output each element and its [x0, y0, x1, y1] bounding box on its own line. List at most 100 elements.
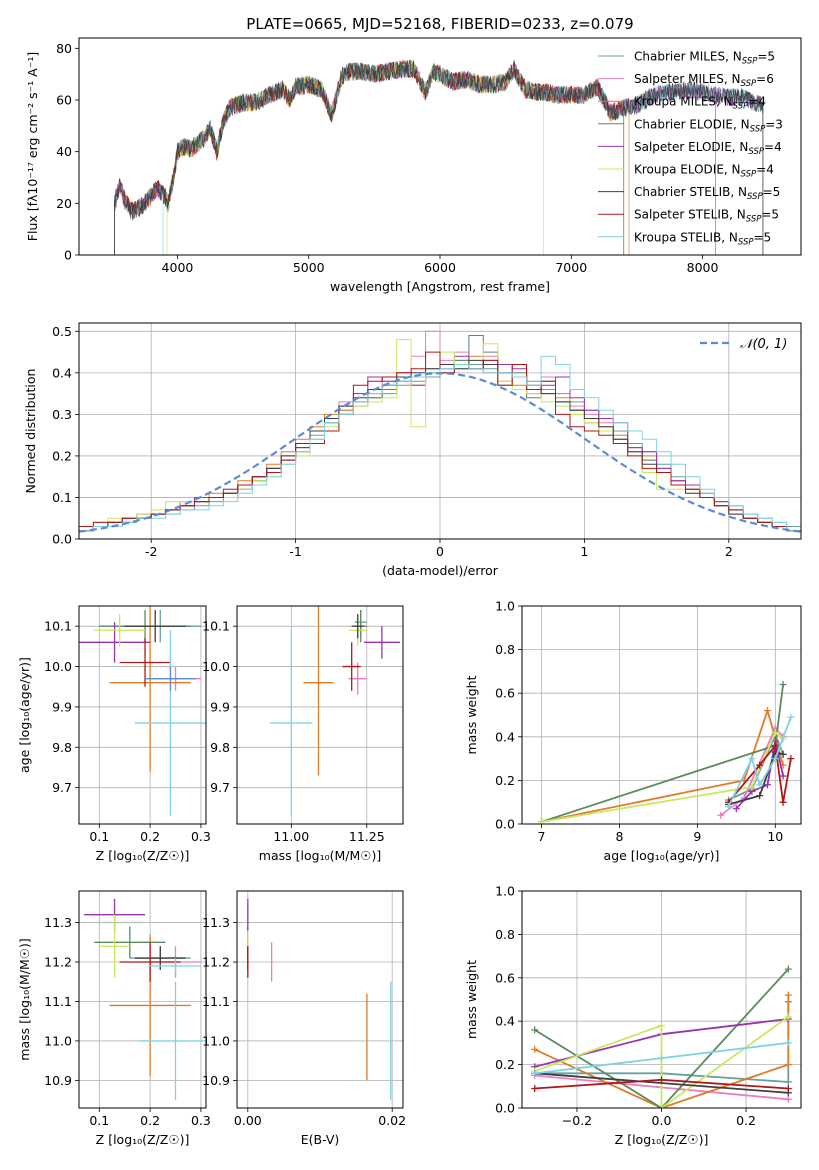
data-point-8: [139, 981, 206, 1101]
y-tick-label: 0.4: [52, 365, 72, 380]
data-point-4: [363, 626, 400, 659]
y-tick-label: 9.8: [52, 740, 72, 755]
spectrum-line-6: [114, 59, 764, 255]
panel-age-vs-z: 0.1 0.2 0.3 9.7 9.8 9.9 10.0 10.1 Z [log₁₀(Z/Z☉)…: [17, 605, 211, 863]
data-point-5: [99, 914, 130, 978]
legend-label: Salpeter ELODIE, NSSP=4: [634, 140, 782, 157]
legend-n-subscript: SSP: [746, 215, 762, 225]
x-tick-label: 11.00: [273, 829, 309, 844]
data-point-3: [94, 926, 166, 959]
legend-nssp-value: =4: [748, 95, 766, 109]
data-point-5: [94, 614, 146, 647]
histogram-step-7: [79, 351, 801, 539]
x-tick-label: 8000: [687, 260, 719, 275]
legend-nssp-value: =5: [754, 230, 772, 244]
legend-label: Chabrier STELIB, NSSP=5: [634, 185, 780, 202]
weight-marker-7: [787, 755, 795, 763]
weight-marker-1: [784, 1095, 792, 1103]
legend-label: Salpeter STELIB, NSSP=5: [634, 208, 779, 225]
x-tick-label: −0.2: [562, 1113, 592, 1128]
legend-nssp-value: =4: [756, 163, 774, 177]
x-tick-label: 7: [538, 829, 546, 844]
weight-marker-5: [658, 1022, 665, 1030]
x-axis-label: (data-model)/error: [382, 563, 499, 578]
weight-marker-2: [784, 991, 792, 999]
data-point-6: [351, 614, 364, 639]
panel-spectrum: 4000 5000 6000 7000 8000 0 20 40 60 80 wavelength …: [25, 37, 802, 294]
legend-nssp-value: =3: [765, 117, 783, 131]
y-tick-label: 10.1: [44, 619, 72, 634]
y-tick-label: 0.0: [52, 532, 72, 547]
weight-marker-6: [756, 792, 764, 800]
panel-mass-vs-ebv: 0.00 0.02 10.9 11.0 11.1 11.2 11.3 E(B-V): [202, 890, 406, 1147]
x-axis-label: Z [log₁₀(Z/Z☉)]: [96, 848, 190, 863]
y-tick-label: 10.9: [44, 1073, 72, 1088]
weight-marker-7: [756, 761, 764, 769]
y-axis-label: mass weight: [464, 960, 479, 1039]
legend-n-subscript: SSP: [748, 147, 764, 157]
axes-frame: [521, 605, 802, 825]
y-tick-label: 9.9: [210, 699, 230, 714]
panel-residuals: -2 -1 0 1 2 0.0 0.1 0.2 0.3 0.4 0.5 (data-model)/er…: [23, 322, 802, 578]
y-tick-label: 10.0: [44, 659, 72, 674]
weight-marker-5: [771, 728, 779, 736]
axes-frame: [236, 890, 404, 1109]
histogram-step-8: [79, 355, 801, 539]
data-point-2: [109, 606, 191, 772]
weight-marker-4: [732, 805, 740, 813]
weight-marker-8: [725, 803, 733, 811]
y-axis-label: Normed distribution: [23, 369, 38, 494]
data-point-7: [342, 642, 361, 691]
legend-model-name: Chabrier ELODIE: [634, 117, 733, 131]
y-tick-label: 11.1: [202, 994, 230, 1009]
y-tick-label: 0.8: [495, 642, 515, 657]
weight-marker-3: [779, 680, 787, 688]
legend-model-name: Salpeter STELIB: [634, 208, 729, 222]
x-axis-label: wavelength [Angstrom, rest frame]: [330, 279, 550, 294]
weight-marker-8: [658, 1054, 665, 1062]
charts-layer: 4000 5000 6000 7000 8000020406080wavelength …: [17, 37, 802, 1147]
weight-line-6: [728, 751, 784, 806]
panel-age-vs-mass: 11.00 11.25 9.7 9.8 9.9 10.0 10.1 mass [log₁₀(M…: [202, 605, 404, 863]
weight-marker-3: [531, 1026, 539, 1034]
weight-marker-7: [771, 742, 779, 750]
legend-n-label: , N: [729, 208, 746, 222]
plot-area: [237, 891, 403, 1108]
axes-frame: [78, 605, 207, 825]
normal-reference-curve: [79, 372, 801, 533]
legend-n-subscript: SSP: [741, 79, 757, 89]
weight-marker-0: [784, 1078, 792, 1086]
y-axis-label: Flux [fλ10⁻¹⁷ erg cm⁻² s⁻¹ A⁻¹]: [25, 52, 40, 241]
legend-n-subscript: SSP: [741, 170, 757, 180]
plot-area: [522, 606, 801, 824]
weight-marker-7: [658, 1076, 665, 1084]
data-point-7: [119, 942, 181, 982]
weight-marker-8: [784, 1039, 792, 1047]
y-tick-label: 1.0: [495, 884, 515, 899]
weight-line-5: [534, 1016, 789, 1108]
legend-n-subscript: SSP: [750, 124, 766, 134]
y-tick-label: 0.6: [495, 970, 515, 985]
legend-n-label: , N: [732, 140, 749, 154]
x-tick-label: 2: [725, 544, 733, 559]
weight-marker-7: [779, 798, 787, 806]
y-tick-label: 0.0: [495, 817, 515, 832]
weight-marker-7: [531, 1084, 539, 1092]
y-tick-label: 0: [64, 248, 72, 263]
legend-n-label: , N: [721, 230, 738, 244]
y-tick-label: 11.3: [202, 915, 230, 930]
weight-marker-8: [787, 713, 795, 721]
x-tick-label: -2: [145, 544, 157, 559]
legend-nssp-value: =6: [756, 72, 774, 86]
legend-model-name: Chabrier MILES: [634, 50, 725, 64]
y-tick-label: 9.7: [210, 780, 230, 795]
legend-label: Kroupa MILES, NSSP=4: [634, 95, 766, 112]
legend-n-subscript: SSP: [733, 102, 749, 112]
plot-area: [237, 606, 403, 824]
y-tick-label: 0.4: [495, 1014, 515, 1029]
axes-frame: [236, 605, 404, 825]
legend-n-label: , N: [725, 50, 742, 64]
panel-weight-vs-age: 7 8 9 10 0.0 0.2 0.4 0.6 0.8 1.0 age [log₁₀(age/yr…: [464, 599, 802, 863]
y-tick-label: 11.2: [202, 955, 230, 970]
